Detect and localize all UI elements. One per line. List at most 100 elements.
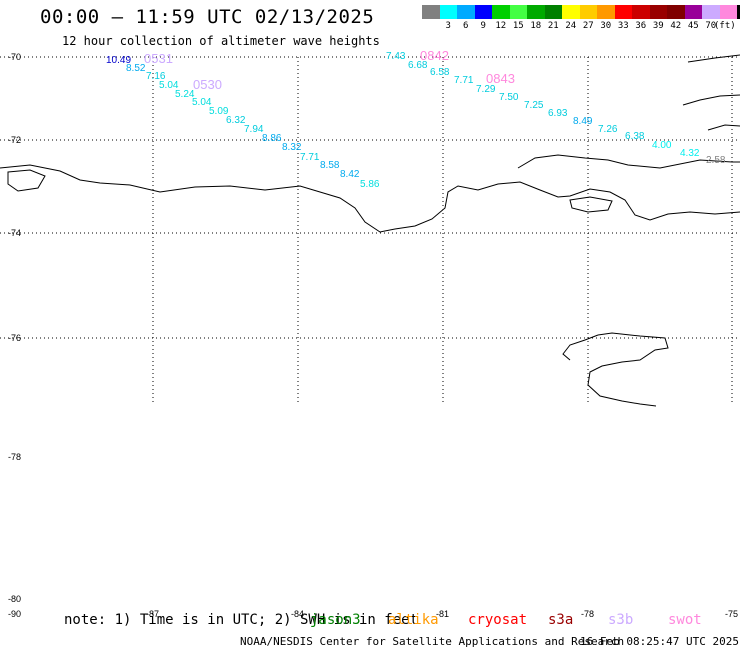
pass-time-label: 0842: [420, 48, 449, 63]
latitude-labels: -70 -72 -74 -76 -78 -80 -90: [8, 52, 21, 619]
wave-height-value: 2.58: [706, 155, 726, 166]
coastline-south: [562, 332, 669, 407]
lat-label: -90: [8, 609, 21, 619]
legend-swatch: [492, 5, 510, 19]
wave-height-value: 5.04: [192, 97, 212, 108]
wave-height-value: 4.00: [652, 140, 672, 151]
legend-tick: 12: [495, 21, 507, 31]
legend-tick: 18: [530, 21, 542, 31]
legend-tick: 21: [547, 21, 559, 31]
wave-height-value: 7.25: [524, 100, 544, 111]
coastline-northeast: [682, 54, 740, 131]
lon-label: -81: [436, 609, 449, 619]
legend-tick: 6: [463, 21, 469, 31]
wave-height-value: 8.49: [573, 116, 593, 127]
coastline-peninsula-east: [517, 154, 740, 169]
coastline-island-east: [569, 196, 613, 213]
legend-swatches: [422, 5, 740, 19]
wave-height-value: 7.43: [386, 51, 406, 62]
legend-swatch: [649, 5, 667, 19]
wave-height-value: 4.32: [680, 148, 700, 159]
lon-label: -84: [291, 609, 304, 619]
graticule: [0, 56, 740, 405]
wave-height-value: 6.58: [430, 67, 450, 78]
legend-swatch: [527, 5, 545, 19]
legend-swatch: [457, 5, 475, 19]
wave-height-value: 7.71: [300, 152, 320, 163]
lat-label: -78: [8, 452, 21, 462]
legend-tick: 3: [445, 21, 451, 31]
wave-height-value: 7.16: [146, 71, 166, 82]
legend-swatch: [632, 5, 650, 19]
wave-height-value: 5.86: [360, 179, 380, 190]
wave-height-value: 6.38: [625, 131, 645, 142]
wave-height-value: 7.26: [598, 124, 618, 135]
pass-time-label: 0531: [144, 51, 173, 66]
wave-height-value: 7.29: [476, 84, 496, 95]
legend-tick: 42: [670, 21, 682, 31]
legend-swatch: [422, 5, 440, 19]
legend-swatch: [719, 5, 737, 19]
legend-swatch: [667, 5, 685, 19]
wave-height-value: 6.93: [548, 108, 568, 119]
pass-time-label: 0530: [193, 77, 222, 92]
pass-time-labels: 0531 0530 0842 0843: [144, 48, 515, 92]
satellite-name: cryosat: [468, 612, 528, 628]
legend-swatch: [562, 5, 580, 19]
satellite-name: swot: [668, 612, 702, 628]
track-1-wave-heights: 10.498.527.165.045.245.045.096.327.948.8…: [106, 55, 380, 190]
legend-swatch: [614, 5, 632, 19]
legend-tick: 30: [600, 21, 612, 31]
map-subtitle: 12 hour collection of altimeter wave hei…: [62, 34, 380, 48]
lat-label: -74: [8, 228, 21, 238]
wave-height-value: 5.04: [159, 80, 179, 91]
coastlines: [0, 54, 740, 407]
longitude-labels: -87 -84 -81 -78 -75: [146, 609, 738, 619]
legend-tick: 9: [480, 21, 486, 31]
satellite-name: jason3: [310, 612, 361, 628]
legend-tick: 36: [635, 21, 647, 31]
satellite-name: s3b: [608, 612, 634, 628]
wave-height-value: 7.50: [499, 92, 519, 103]
legend-swatch: [684, 5, 702, 19]
legend-swatch: [509, 5, 527, 19]
wave-height-value: 6.68: [408, 60, 428, 71]
lat-label: -80: [8, 594, 21, 604]
legend-tick: 45: [687, 21, 699, 31]
lat-label: -70: [8, 52, 21, 62]
lat-label: -72: [8, 135, 21, 145]
lat-label: -76: [8, 333, 21, 343]
wave-height-value: 8.58: [320, 160, 340, 171]
satellite-name: s3a: [548, 612, 574, 628]
wave-height-value: 8.86: [262, 133, 282, 144]
satellite-name: altika: [388, 612, 439, 628]
legend-swatch: [579, 5, 597, 19]
lon-label: -75: [725, 609, 738, 619]
wave-height-value: 5.09: [209, 106, 229, 117]
legend-tick: 39: [652, 21, 664, 31]
wave-height-value: 10.49: [106, 55, 131, 66]
legend-swatch: [702, 5, 720, 19]
legend-tick: 24: [565, 21, 577, 31]
legend-swatch: [597, 5, 615, 19]
wave-height-legend: 3 6 9 12 15 18 21 24 27 30 33 36 39 42 45 70 (ft): [422, 5, 740, 31]
coastline-main: [0, 164, 740, 233]
wave-height-value: 7.71: [454, 75, 474, 86]
wave-height-value: 8.32: [282, 142, 302, 153]
note-text: note: 1) Time is in UTC; 2) SWH is in fe…: [64, 612, 419, 628]
coastline-island-west: [7, 169, 46, 192]
legend-tick: 33: [617, 21, 629, 31]
legend-unit: (ft): [714, 21, 736, 31]
lon-label: -87: [146, 609, 159, 619]
pass-time-label: 0843: [486, 71, 515, 86]
wave-height-value: 8.52: [126, 63, 146, 74]
credit-text: NOAA/NESDIS Center for Satellite Applica…: [240, 635, 625, 648]
wave-height-value: 7.94: [244, 124, 264, 135]
map-title: 00:00 – 11:59 UTC 02/13/2025: [40, 6, 375, 28]
legend-swatch: [439, 5, 457, 19]
lon-label: -78: [581, 609, 594, 619]
legend-tick-labels: 3 6 9 12 15 18 21 24 27 30 33 36 39 42 45 70: [422, 21, 740, 31]
legend-swatch: [737, 5, 740, 19]
generated-timestamp: 16 Feb 08:25:47 UTC 2025: [580, 635, 739, 648]
